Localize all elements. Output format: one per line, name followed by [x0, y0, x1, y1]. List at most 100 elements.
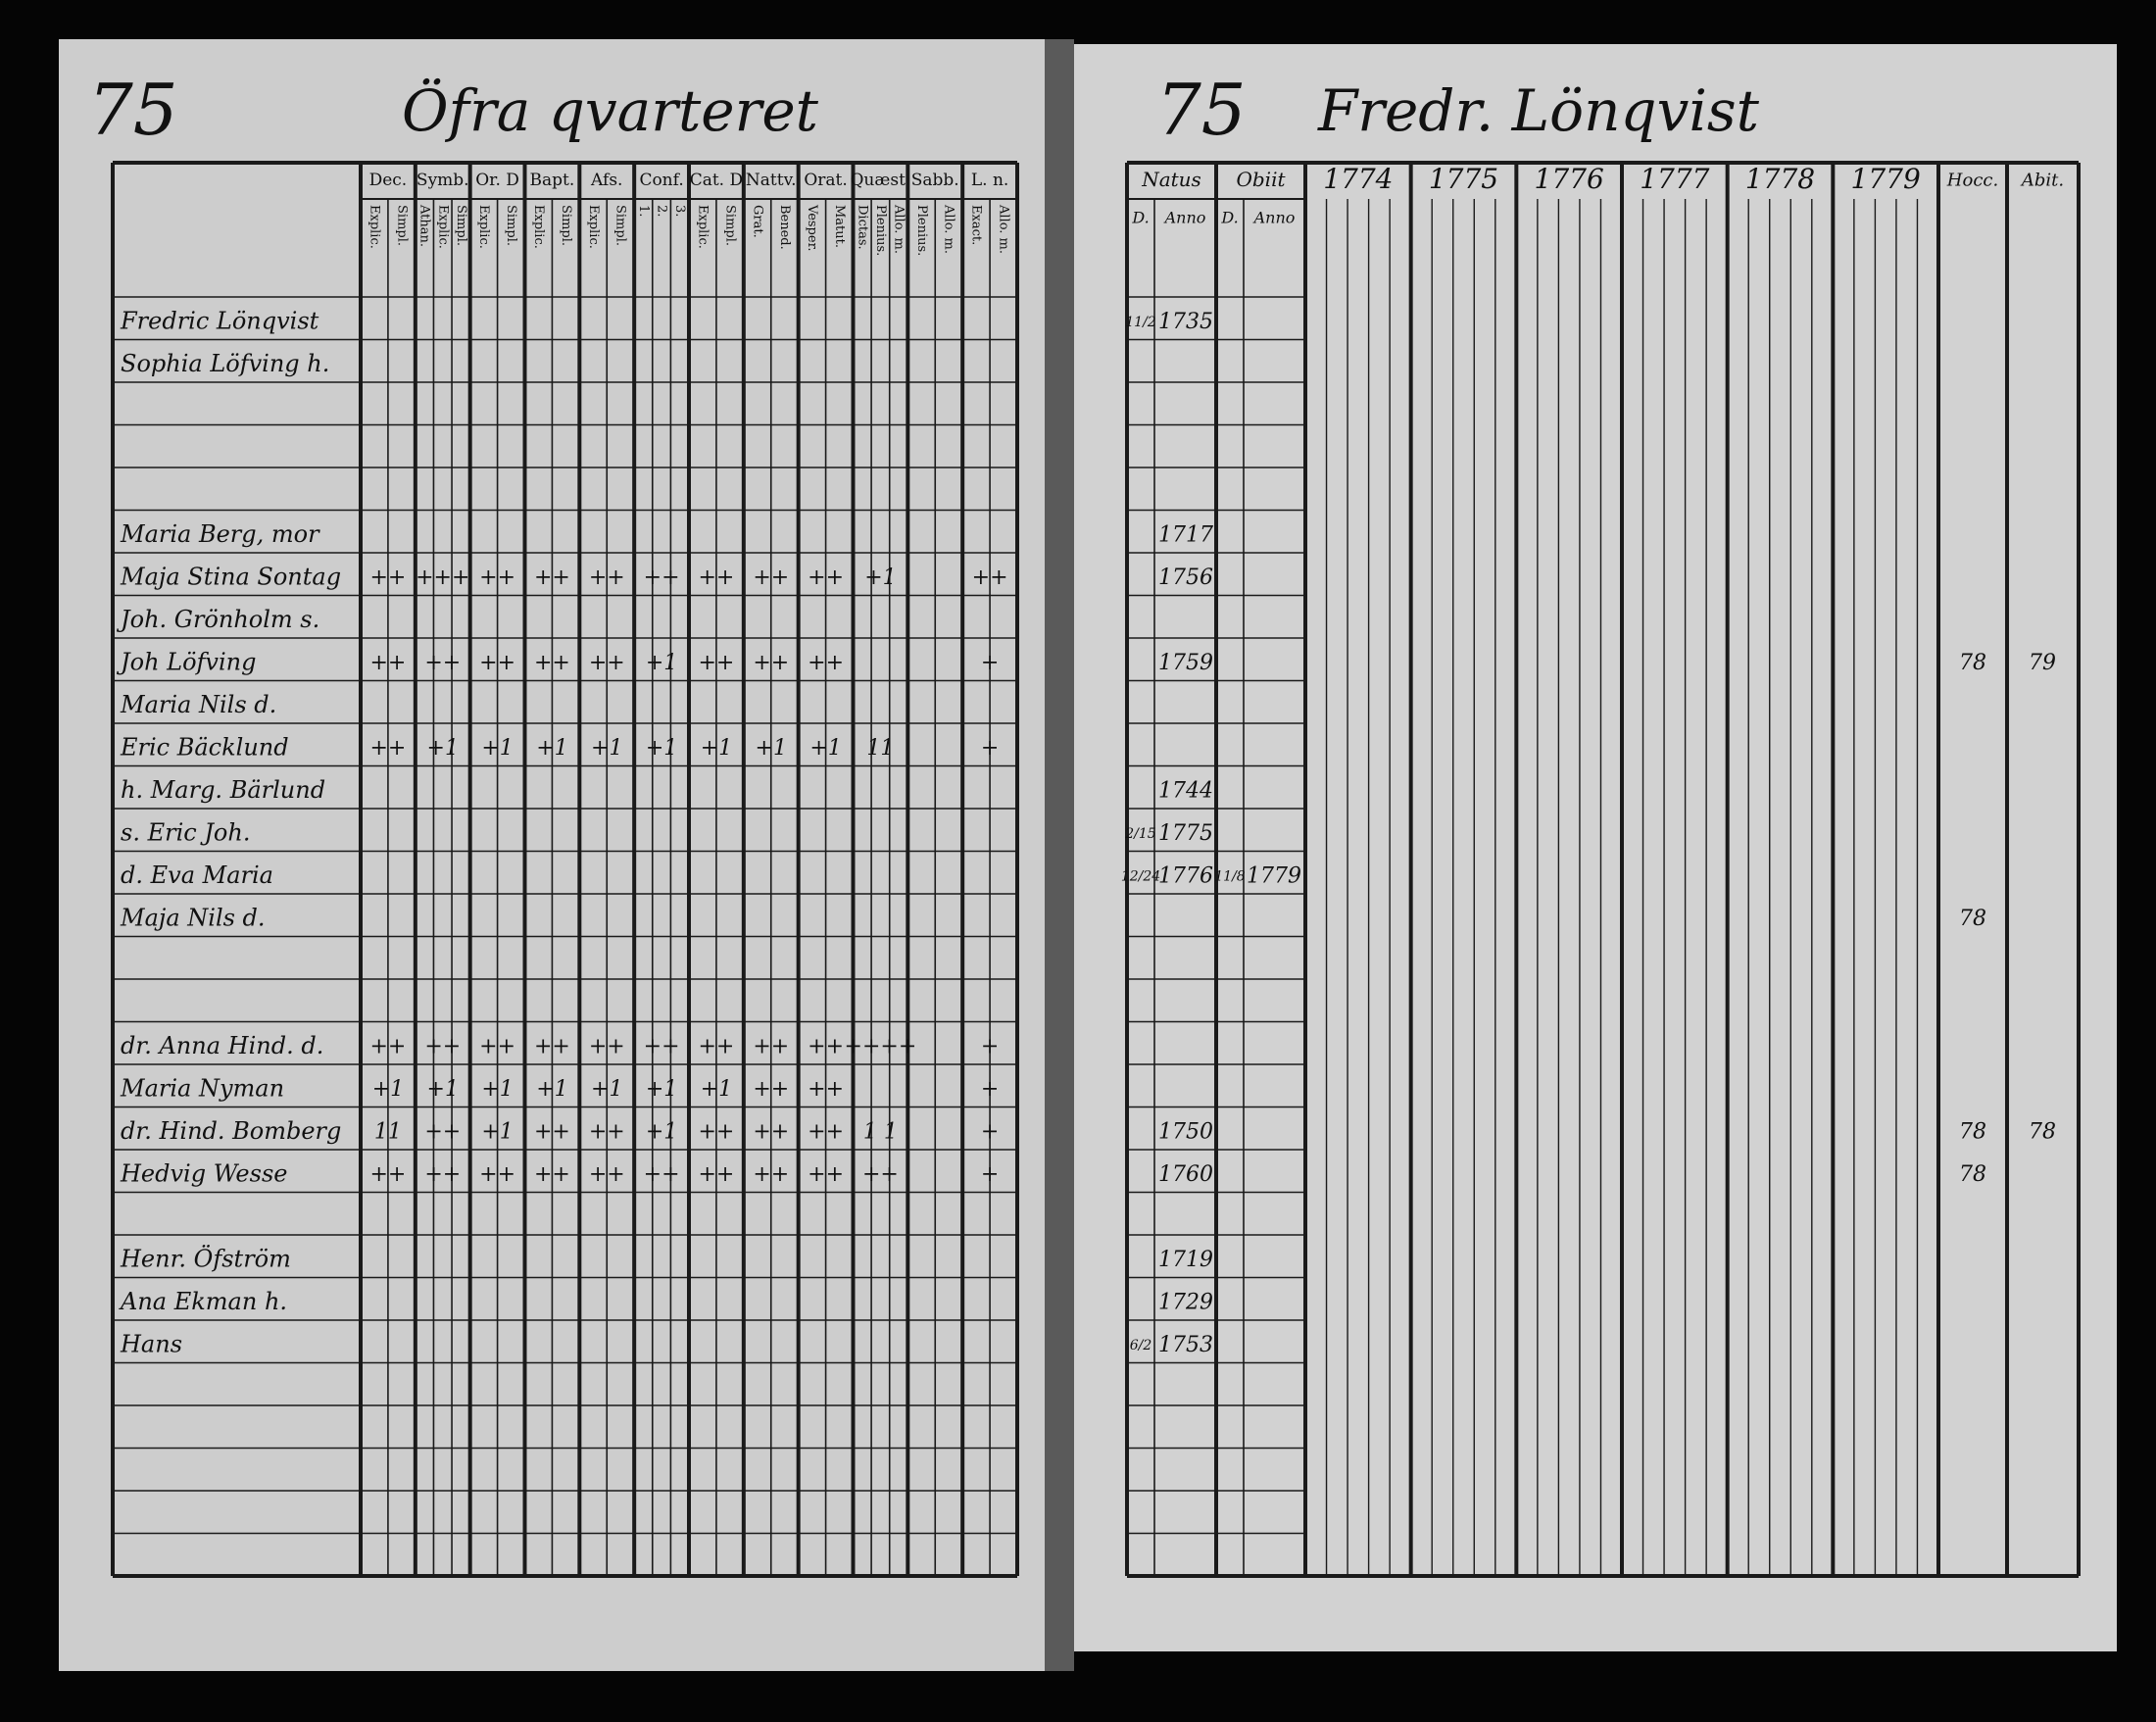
column-subheader: Exact. — [969, 205, 984, 245]
column-header: Sabb. — [911, 171, 959, 190]
exam-mark: + — [981, 736, 999, 761]
exam-mark: ++ — [753, 1162, 789, 1187]
exam-mark: +++ — [416, 566, 469, 590]
column-subheader: Allo. m. — [942, 204, 956, 254]
column-subheader: 3. — [672, 205, 687, 217]
exam-mark: ++ — [424, 1035, 461, 1059]
person-name: Henr. Öfström — [120, 1245, 291, 1273]
year-header: 1775 — [1429, 163, 1498, 195]
exam-mark: ++ — [753, 1077, 789, 1102]
person-name: d. Eva Maria — [121, 861, 273, 889]
exam-mark: ++ — [534, 1120, 570, 1145]
exam-mark: +1 — [646, 651, 677, 675]
exam-mark: ++ — [369, 1035, 406, 1059]
year-header: 1777 — [1640, 163, 1709, 195]
column-subheader: Vesper. — [805, 204, 819, 252]
left-heading: Öfra qvarteret — [402, 77, 819, 144]
left-page — [59, 39, 1054, 1671]
exam-mark: +1 — [591, 1077, 622, 1102]
exam-mark: +1 — [536, 736, 567, 761]
person-name: Maria Berg, mor — [120, 520, 320, 548]
left-page-number: 75 — [88, 69, 178, 151]
exam-mark: +1 — [646, 736, 677, 761]
exam-mark: ++ — [589, 1120, 625, 1145]
column-subheader: Simpl. — [559, 205, 573, 246]
exam-mark: ++ — [808, 1035, 844, 1059]
year-header: 1774 — [1323, 163, 1393, 195]
natus-year: 1760 — [1158, 1162, 1213, 1187]
right-table: Natus Obiit D. Anno D. Anno 1774 1775 1776 1777 17… — [1121, 161, 2081, 1578]
exam-mark: ++ — [698, 1035, 734, 1059]
year-header: 1779 — [1851, 163, 1921, 195]
person-name: s. Eric Joh. — [121, 819, 250, 847]
exam-mark: ++ — [589, 1162, 625, 1187]
natus-day: 12/24 — [1121, 869, 1160, 885]
column-subheader: Matut. — [832, 205, 847, 248]
exam-mark: +1 — [809, 736, 841, 761]
natus-year: 1759 — [1158, 651, 1213, 675]
column-subheader: Allo. m. — [997, 204, 1011, 254]
natus-year: 1753 — [1158, 1333, 1213, 1357]
column-header: Or. D — [475, 171, 519, 190]
exam-mark: ++ — [808, 566, 844, 590]
natus-year: 1729 — [1158, 1291, 1213, 1315]
exam-mark: ++ — [534, 1035, 570, 1059]
natus-year: 1744 — [1158, 779, 1213, 804]
column-header: Symb. — [416, 171, 469, 190]
column-header: Bapt. — [530, 171, 575, 190]
natus-year: 1756 — [1158, 566, 1213, 590]
exam-mark: ++ — [479, 1162, 515, 1187]
column-header: Orat. — [804, 171, 847, 190]
column-header: L. n. — [971, 171, 1008, 190]
exam-mark: ++ — [862, 1162, 899, 1187]
person-name: Maria Nils d. — [120, 691, 276, 718]
person-name: dr. Hind. Bomberg — [121, 1117, 341, 1145]
column-subheader: Simpl. — [394, 205, 409, 246]
column-header: Nattv. — [746, 171, 797, 190]
hocc: 78 — [1959, 1120, 1986, 1145]
person-name: Maja Nils d. — [120, 905, 266, 932]
exam-mark: ++ — [808, 1077, 844, 1102]
column-subheader: 2. — [655, 205, 669, 217]
gutter — [1045, 39, 1074, 1671]
column-header: Natus — [1141, 168, 1201, 191]
year-header: 1776 — [1535, 163, 1604, 195]
column-subheader: Bened. — [777, 205, 792, 250]
exam-mark: +1 — [481, 1077, 513, 1102]
obiit-day: 11/8 — [1214, 869, 1246, 885]
exam-mark: + — [981, 1120, 999, 1145]
column-subheader: Dictas. — [855, 205, 869, 250]
column-subheader: Explic. — [435, 205, 450, 249]
natus-day: 2/15 — [1124, 826, 1156, 842]
column-header: Dec. — [369, 171, 408, 190]
exam-mark: ++ — [753, 651, 789, 675]
exam-mark: ++ — [698, 1120, 734, 1145]
column-header: Abit. — [2020, 171, 2064, 191]
exam-mark: ++ — [589, 651, 625, 675]
exam-mark: +1 — [427, 736, 459, 761]
exam-mark: ++ — [698, 566, 734, 590]
column-subheader: Anno — [1252, 209, 1296, 227]
exam-mark: + — [981, 1077, 999, 1102]
person-name: Joh. Grönholm s. — [116, 606, 319, 633]
exam-mark: ++ — [534, 566, 570, 590]
exam-mark: ++++ — [845, 1035, 917, 1059]
person-name: Joh Löfving — [116, 649, 256, 676]
natus-year: 1719 — [1158, 1248, 1213, 1272]
exam-mark: ++ — [369, 736, 406, 761]
exam-mark: ++ — [808, 1120, 844, 1145]
exam-mark: ++ — [808, 1162, 844, 1187]
exam-mark: ++ — [972, 566, 1008, 590]
natus-year: 1750 — [1158, 1120, 1213, 1145]
exam-mark: ++ — [479, 1035, 515, 1059]
exam-mark: +1 — [481, 736, 513, 761]
person-name: Eric Bäcklund — [120, 734, 289, 762]
column-subheader: Allo. m. — [892, 204, 906, 254]
exam-mark: ++ — [753, 566, 789, 590]
column-subheader: D. — [1131, 209, 1149, 227]
column-subheader: Athan. — [417, 204, 432, 247]
exam-mark: + — [981, 651, 999, 675]
person-name: Ana Ekman h. — [119, 1288, 287, 1315]
exam-mark: +1 — [536, 1077, 567, 1102]
right-heading: Fredr. Lönqvist — [1317, 77, 1760, 144]
